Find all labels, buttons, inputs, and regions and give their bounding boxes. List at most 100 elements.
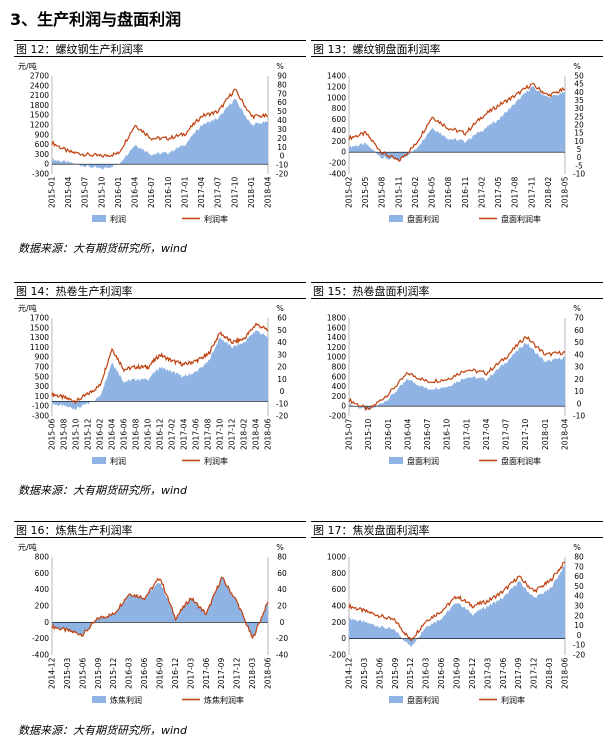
right-tick-label: 50: [574, 72, 584, 81]
legend-swatch-area: [389, 215, 403, 222]
x-tick-label: 2018-06: [561, 657, 570, 689]
x-tick-label: 2017-02: [168, 418, 177, 450]
right-tick-label: -20: [276, 634, 288, 643]
x-tick-label: 2016-06: [437, 657, 446, 689]
left-tick-label: 300: [35, 150, 50, 159]
x-tick-label: 2015-09: [391, 657, 400, 689]
chart-panel-coking-production-margin: 图 16：炼焦生产利润率 元/吨% 800 600 400 200 0 -200 -400 80…: [14, 521, 306, 711]
right-tick-label: 70: [574, 562, 584, 571]
line-series-盘面利润率: [348, 336, 566, 412]
x-tick-label: 2015-07: [81, 176, 90, 208]
line-series-利润率: [51, 88, 269, 158]
left-tick-label: 600: [35, 569, 50, 578]
legend-label-area: 利润: [110, 214, 126, 224]
x-tick-label: 2016-10: [443, 418, 452, 450]
left-tick-label: 600: [332, 115, 347, 124]
area-series-盘面利润: [349, 343, 565, 412]
right-tick-label: 30: [574, 104, 584, 113]
legend-label-area: 盘面利润: [407, 214, 439, 224]
right-tick-label: 0: [577, 399, 582, 408]
left-tick-label: 900: [35, 130, 50, 139]
line-series-利润率: [348, 561, 566, 642]
right-tick-label: 0: [280, 387, 285, 396]
x-tick-label: 2016-01: [114, 176, 123, 208]
legend-label-line: 炼焦利润率: [204, 695, 244, 705]
left-tick-label: 700: [35, 363, 50, 372]
x-tick-label: 2016-07: [147, 176, 156, 208]
x-tick-label: 2016-05: [428, 176, 437, 208]
chart-title: 图 17：焦炭盘面利润率: [311, 521, 603, 538]
right-tick-label: 10: [277, 375, 287, 384]
right-tick-label: 0: [280, 618, 285, 627]
x-tick-label: 2017-05: [494, 176, 503, 208]
right-axis-unit: %: [573, 62, 581, 71]
left-tick-label: 1000: [327, 553, 346, 562]
left-tick-label: -200: [32, 634, 49, 643]
chart-panel-rebar-production-margin: 图 12：螺纹钢生产利润率 元/吨% 2700 2400 2100 1800 1500 12…: [14, 40, 306, 230]
right-tick-label: 60: [574, 326, 584, 335]
chart-title: 图 16：炼焦生产利润率: [14, 521, 306, 538]
right-tick-label: 50: [277, 326, 287, 335]
left-tick-label: 2100: [30, 91, 49, 100]
left-tick-label: 400: [332, 382, 347, 391]
left-tick-label: 200: [332, 618, 347, 627]
x-tick-label: 2017-01: [180, 176, 189, 208]
x-tick-label: 2015-12: [109, 657, 118, 689]
legend-swatch-area: [389, 696, 403, 703]
left-tick-label: 1400: [327, 72, 346, 81]
x-tick-label: 2017-08: [204, 418, 213, 450]
right-tick-label: 20: [574, 611, 584, 620]
left-tick-label: 600: [35, 140, 50, 149]
right-tick-label: 50: [574, 338, 584, 347]
left-tick-label: 0: [44, 160, 49, 169]
x-tick-label: 2017-08: [511, 176, 520, 208]
x-tick-label: 2016-02: [411, 176, 420, 208]
x-tick-label: 2017-11: [527, 176, 536, 208]
x-tick-label: 2015-06: [375, 657, 384, 689]
right-tick-label: 35: [574, 96, 584, 105]
x-tick-label: 2016-12: [171, 657, 180, 689]
left-tick-label: 800: [332, 363, 347, 372]
left-tick-label: 1000: [327, 353, 346, 362]
x-tick-label: 2018-04: [264, 176, 273, 208]
right-tick-label: 40: [574, 88, 584, 97]
x-tick-label: 2015-09: [94, 657, 103, 689]
x-tick-label: 2017-04: [482, 418, 491, 450]
x-tick-label: 2015-06: [78, 657, 87, 689]
legend-label-area: 盘面利润: [407, 695, 439, 705]
left-tick-label: -200: [329, 412, 346, 421]
x-tick-label: 2016-04: [403, 418, 412, 450]
right-tick-label: 50: [277, 107, 287, 116]
left-tick-label: 1000: [327, 93, 346, 102]
x-tick-label: 2018-04: [252, 418, 261, 450]
left-tick-label: 200: [332, 392, 347, 401]
right-tick-label: 80: [574, 553, 584, 562]
left-tick-label: 2400: [30, 81, 49, 90]
chart-title: 图 12：螺纹钢生产利润率: [14, 40, 306, 57]
right-tick-label: 20: [277, 134, 287, 143]
left-tick-label: 1500: [30, 323, 49, 332]
x-tick-label: 2016-03: [422, 657, 431, 689]
x-tick-label: 2017-09: [217, 657, 226, 689]
x-tick-label: 2017-03: [483, 657, 492, 689]
data-source-note: 数据来源：大有期货研究所，wind: [18, 242, 188, 255]
x-tick-label: 2017-12: [530, 657, 539, 689]
right-tick-label: 60: [277, 314, 287, 323]
left-axis-unit: 元/吨: [18, 542, 37, 552]
chart-panel-hrc-futures-margin: 图 15：热卷盘面利润率 % 1800 1600 1400 1200 1000 800 600…: [311, 282, 603, 472]
right-tick-label: 25: [574, 112, 584, 121]
right-tick-label: 80: [277, 80, 287, 89]
x-tick-label: 2016-10: [164, 176, 173, 208]
left-tick-label: -400: [329, 170, 346, 179]
right-axis-unit: %: [276, 62, 284, 71]
x-tick-label: 2015-08: [60, 418, 69, 450]
data-source-note: 数据来源：大有期货研究所，wind: [18, 724, 188, 737]
legend-swatch-area: [389, 457, 403, 464]
line-series-盘面利润率: [348, 82, 566, 162]
x-tick-label: 2015-10: [364, 418, 373, 450]
left-tick-label: 1400: [327, 333, 346, 342]
right-tick-label: -20: [276, 170, 288, 179]
right-axis-unit: %: [276, 304, 284, 313]
right-tick-label: 0: [577, 153, 582, 162]
left-axis-unit: 元/吨: [18, 61, 37, 71]
